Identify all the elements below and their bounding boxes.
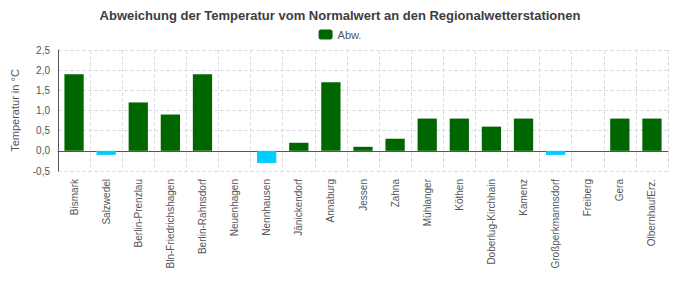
- svg-text:Zahna: Zahna: [390, 179, 401, 208]
- svg-text:Neuenhagen: Neuenhagen: [229, 179, 240, 236]
- svg-text:Köthen: Köthen: [454, 179, 465, 211]
- svg-text:OlbernhaufErz.: OlbernhaufErz.: [646, 179, 657, 246]
- svg-text:2,0: 2,0: [36, 65, 50, 76]
- svg-text:Jessen: Jessen: [358, 179, 369, 211]
- svg-text:Bln-Friedrichshagen: Bln-Friedrichshagen: [165, 179, 176, 269]
- svg-text:Berlin-Rahnsdorf: Berlin-Rahnsdorf: [197, 179, 208, 254]
- svg-text:1,0: 1,0: [36, 105, 50, 116]
- svg-text:Kamenz: Kamenz: [518, 179, 529, 216]
- svg-text:Doberlug-Kirchhain: Doberlug-Kirchhain: [486, 179, 497, 265]
- svg-text:Temperatur in °C: Temperatur in °C: [9, 69, 21, 152]
- svg-text:Großperkmannsdorf: Großperkmannsdorf: [550, 179, 561, 269]
- svg-text:Abw.: Abw.: [338, 29, 362, 41]
- svg-text:-0,5: -0,5: [33, 166, 51, 177]
- svg-text:Berlin-Prenzlau: Berlin-Prenzlau: [133, 179, 144, 247]
- svg-text:Nennhausen: Nennhausen: [261, 179, 272, 236]
- svg-text:Jänickendorf: Jänickendorf: [293, 179, 304, 236]
- svg-text:2,5: 2,5: [36, 45, 50, 56]
- svg-text:Salzwedel: Salzwedel: [101, 179, 112, 225]
- svg-text:Freiberg: Freiberg: [582, 179, 593, 216]
- svg-text:Annaburg: Annaburg: [325, 179, 336, 222]
- svg-text:Bismark: Bismark: [69, 178, 80, 215]
- svg-text:Abweichung der Temperatur vom: Abweichung der Temperatur vom Normalwert…: [100, 8, 581, 23]
- svg-text:1,5: 1,5: [36, 85, 50, 96]
- svg-text:Mühlanger: Mühlanger: [422, 178, 433, 226]
- svg-text:0,0: 0,0: [36, 145, 50, 156]
- svg-text:Gera: Gera: [614, 179, 625, 202]
- svg-text:0,5: 0,5: [36, 125, 50, 136]
